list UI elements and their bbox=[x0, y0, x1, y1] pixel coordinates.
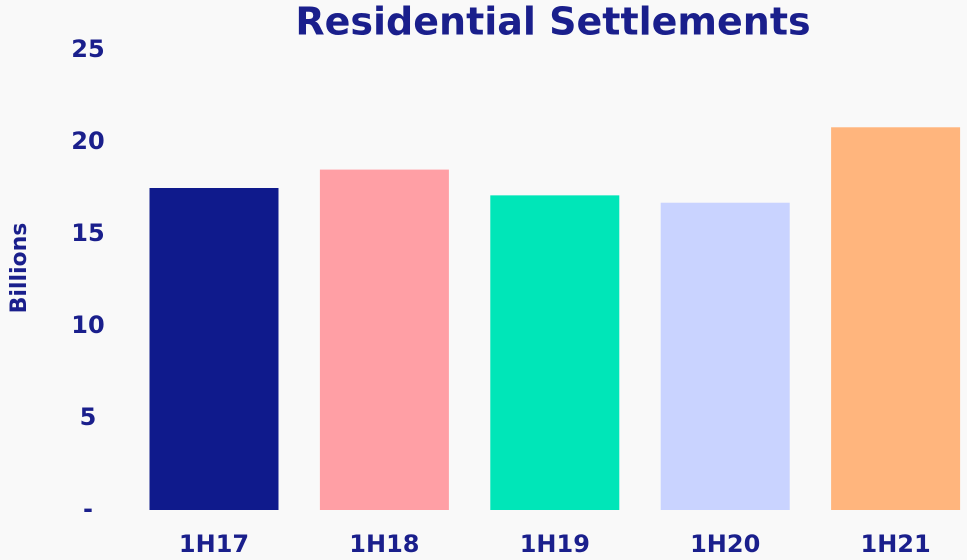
bar bbox=[319, 169, 449, 510]
y-tick-label: - bbox=[83, 495, 93, 523]
bar bbox=[149, 188, 279, 510]
y-tick-label: 5 bbox=[80, 403, 97, 431]
x-tick-label: 1H17 bbox=[179, 530, 249, 558]
bar bbox=[490, 195, 620, 511]
x-tick-label: 1H21 bbox=[861, 530, 931, 558]
x-tick-label: 1H20 bbox=[690, 530, 760, 558]
y-tick-label: 15 bbox=[71, 219, 104, 247]
x-tick-label: 1H19 bbox=[520, 530, 590, 558]
y-axis-label: Billions bbox=[7, 223, 32, 314]
y-tick-label: 10 bbox=[71, 311, 104, 339]
x-tick-label: 1H18 bbox=[349, 530, 419, 558]
bar bbox=[660, 202, 790, 510]
chart-title: Residential Settlements bbox=[295, 0, 810, 44]
y-tick-label: 25 bbox=[71, 35, 104, 63]
y-tick-label: 20 bbox=[71, 127, 104, 155]
bar bbox=[831, 127, 961, 510]
